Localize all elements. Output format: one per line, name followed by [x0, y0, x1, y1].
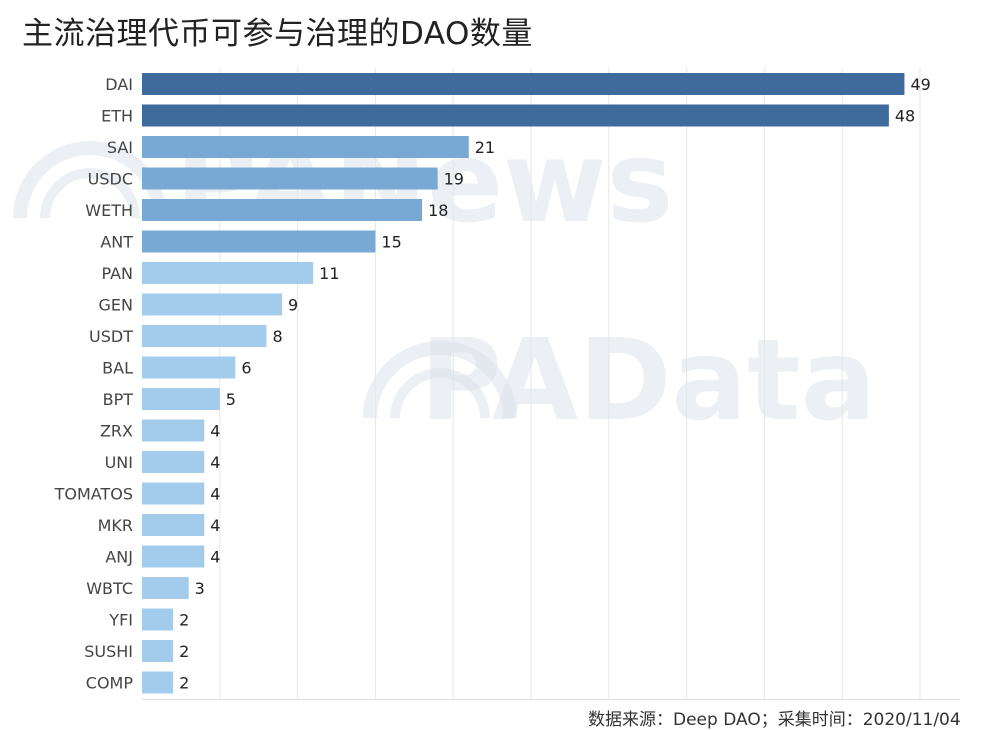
- bar-comp: [142, 671, 174, 694]
- category-label: GEN: [99, 296, 133, 315]
- value-label: 11: [319, 264, 339, 283]
- category-label: BAL: [102, 359, 133, 378]
- value-label: 4: [210, 548, 220, 567]
- bar-anj: [142, 545, 205, 568]
- bar-usdc: [142, 167, 438, 190]
- category-label: USDT: [89, 327, 133, 346]
- bar-mkr: [142, 514, 205, 536]
- value-label: 21: [475, 138, 495, 157]
- value-label: 8: [272, 327, 282, 346]
- chart-title: 主流治理代币可参与治理的DAO数量: [22, 16, 533, 52]
- category-label: MKR: [98, 516, 133, 535]
- bar-bal: [142, 356, 236, 379]
- category-label: TOMATOS: [54, 485, 133, 504]
- value-label: 48: [895, 107, 915, 126]
- value-label: 15: [381, 233, 401, 252]
- bar-sushi: [142, 640, 174, 662]
- value-label: 4: [210, 516, 220, 535]
- category-label: USDC: [88, 170, 133, 189]
- source-note: 数据来源：Deep DAO；采集时间：2020/11/04: [588, 710, 961, 730]
- value-label: 6: [241, 359, 251, 378]
- category-label: ANT: [100, 233, 133, 252]
- bar-ant: [142, 230, 376, 253]
- category-label: DAI: [105, 75, 133, 94]
- value-label: 18: [428, 201, 448, 220]
- category-label: ETH: [101, 107, 133, 126]
- category-label: SUSHI: [84, 642, 133, 661]
- bar-weth: [142, 199, 423, 221]
- value-label: 4: [210, 453, 220, 472]
- bar-uni: [142, 451, 205, 473]
- category-label: COMP: [86, 674, 134, 693]
- value-label: 2: [179, 674, 189, 693]
- bar-pan: [142, 262, 314, 284]
- category-label: WBTC: [86, 579, 133, 598]
- value-label: 2: [179, 611, 189, 630]
- category-label: SAI: [107, 138, 133, 157]
- bar-yfi: [142, 608, 174, 631]
- bar-gen: [142, 293, 283, 316]
- bar-bpt: [142, 388, 220, 410]
- category-label: PAN: [101, 264, 133, 283]
- category-label: UNI: [105, 453, 133, 472]
- value-label: 5: [226, 390, 236, 409]
- value-label: 4: [210, 422, 220, 441]
- value-label: 4: [210, 485, 220, 504]
- value-label: 9: [288, 296, 298, 315]
- category-label: WETH: [85, 201, 133, 220]
- bar-dai: [142, 73, 905, 95]
- category-label: BPT: [103, 390, 134, 409]
- category-label: ZRX: [100, 422, 133, 441]
- category-label: YFI: [108, 611, 133, 630]
- value-label: 49: [910, 75, 930, 94]
- value-label: 2: [179, 642, 189, 661]
- bar-zrx: [142, 419, 205, 442]
- value-label: 19: [444, 170, 464, 189]
- bar-usdt: [142, 325, 267, 347]
- bar-sai: [142, 136, 469, 158]
- category-label: ANJ: [105, 548, 133, 567]
- bar-tomatos: [142, 482, 205, 505]
- bar-eth: [142, 104, 889, 127]
- value-label: 3: [195, 579, 205, 598]
- bar-wbtc: [142, 577, 189, 599]
